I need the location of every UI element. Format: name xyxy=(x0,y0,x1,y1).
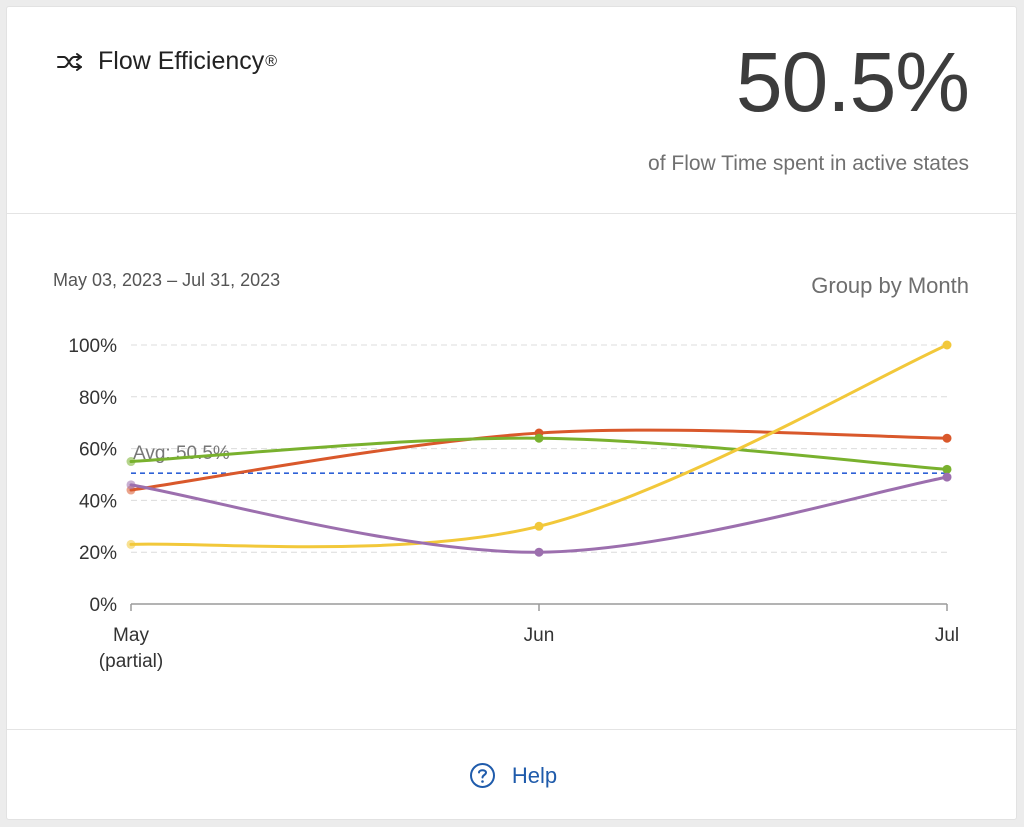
series-point xyxy=(534,521,544,531)
y-tick-label: 100% xyxy=(68,336,117,357)
series-line xyxy=(129,436,949,471)
question-circle-icon xyxy=(469,762,496,789)
series-line xyxy=(129,475,949,554)
flow-efficiency-card: Flow Efficiency ® 50.5% of Flow Time spen… xyxy=(6,6,1017,820)
card-header: Flow Efficiency ® 50.5% of Flow Time spen… xyxy=(7,7,1016,214)
series-line xyxy=(129,343,949,549)
y-tick-label: 80% xyxy=(79,388,117,409)
flow-arrows-icon xyxy=(56,52,84,72)
series-point xyxy=(942,340,952,350)
y-tick-label: 20% xyxy=(79,543,117,564)
flow-efficiency-line-chart: 0%20%40%60%80%100%May(partial)Jun JulAvg:… xyxy=(68,336,959,672)
series-point xyxy=(942,464,952,474)
y-tick-label: 40% xyxy=(79,491,117,512)
series-point xyxy=(126,457,136,467)
series-point xyxy=(942,433,952,443)
series-point xyxy=(126,480,136,490)
registered-mark: ® xyxy=(265,52,278,70)
series-point xyxy=(126,539,136,549)
widget-title-text: Flow Efficiency xyxy=(98,47,265,75)
group-by-dropdown[interactable]: Group by Month xyxy=(811,273,969,298)
card-footer: Help xyxy=(7,729,1016,821)
series-point xyxy=(534,547,544,557)
flow-efficiency-caption: of Flow Time spent in active states xyxy=(648,152,969,175)
x-tick-label: Jul xyxy=(935,625,959,646)
x-tick-label: May xyxy=(113,625,149,646)
date-range-label: May 03, 2023 – Jul 31, 2023 xyxy=(53,270,281,290)
series-point xyxy=(534,433,544,443)
y-tick-label: 60% xyxy=(79,440,117,461)
x-tick-label: Jun xyxy=(524,625,555,646)
help-label: Help xyxy=(511,762,558,788)
chart-area: May 03, 2023 – Jul 31, 2023 Group by Mon… xyxy=(7,215,1016,729)
x-tick-sublabel: (partial) xyxy=(99,651,163,672)
series-point xyxy=(942,472,952,482)
flow-efficiency-value: 50.5% xyxy=(735,35,970,129)
help-button[interactable]: Help xyxy=(469,762,557,789)
y-tick-label: 0% xyxy=(90,595,118,616)
widget-title: Flow Efficiency ® xyxy=(56,47,277,76)
